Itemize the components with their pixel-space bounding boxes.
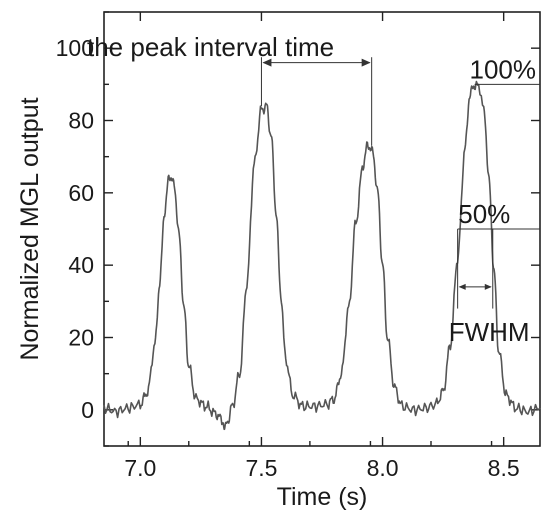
x-tick-label: 8.5 — [488, 455, 520, 481]
x-tick-label: 8.0 — [367, 455, 399, 481]
fwhm-arrowhead-right — [484, 283, 492, 290]
level-100-label: 100% — [470, 54, 537, 84]
y-tick-label: 60 — [68, 180, 94, 206]
x-tick-label: 7.5 — [245, 455, 277, 481]
x-axis-title: Time (s) — [277, 483, 368, 511]
y-tick-label: 20 — [68, 325, 94, 351]
fwhm-label: FWHM — [449, 317, 530, 347]
y-axis-title: Normalized MGL output — [16, 97, 44, 360]
axis-tick-labels: 7.0 7.5 8.0 8.5 0 20 40 60 80 100 — [56, 35, 520, 481]
peak-interval-arrowhead-left — [262, 58, 272, 67]
y-tick-label: 100 — [56, 35, 94, 61]
annotations: the peak interval time 100% 50% FWHM — [87, 32, 540, 347]
peak-interval-label: the peak interval time — [87, 32, 334, 62]
x-tick-label: 7.0 — [124, 455, 156, 481]
fwhm-arrowhead-left — [458, 283, 466, 290]
y-tick-label: 80 — [68, 108, 94, 134]
peak-interval-arrowhead-right — [361, 58, 371, 67]
series-group — [103, 80, 541, 431]
level-50-label: 50% — [458, 199, 510, 229]
y-tick-label: 40 — [68, 252, 94, 278]
y-tick-label: 0 — [81, 397, 94, 423]
mgl-output-series-line — [103, 80, 541, 431]
